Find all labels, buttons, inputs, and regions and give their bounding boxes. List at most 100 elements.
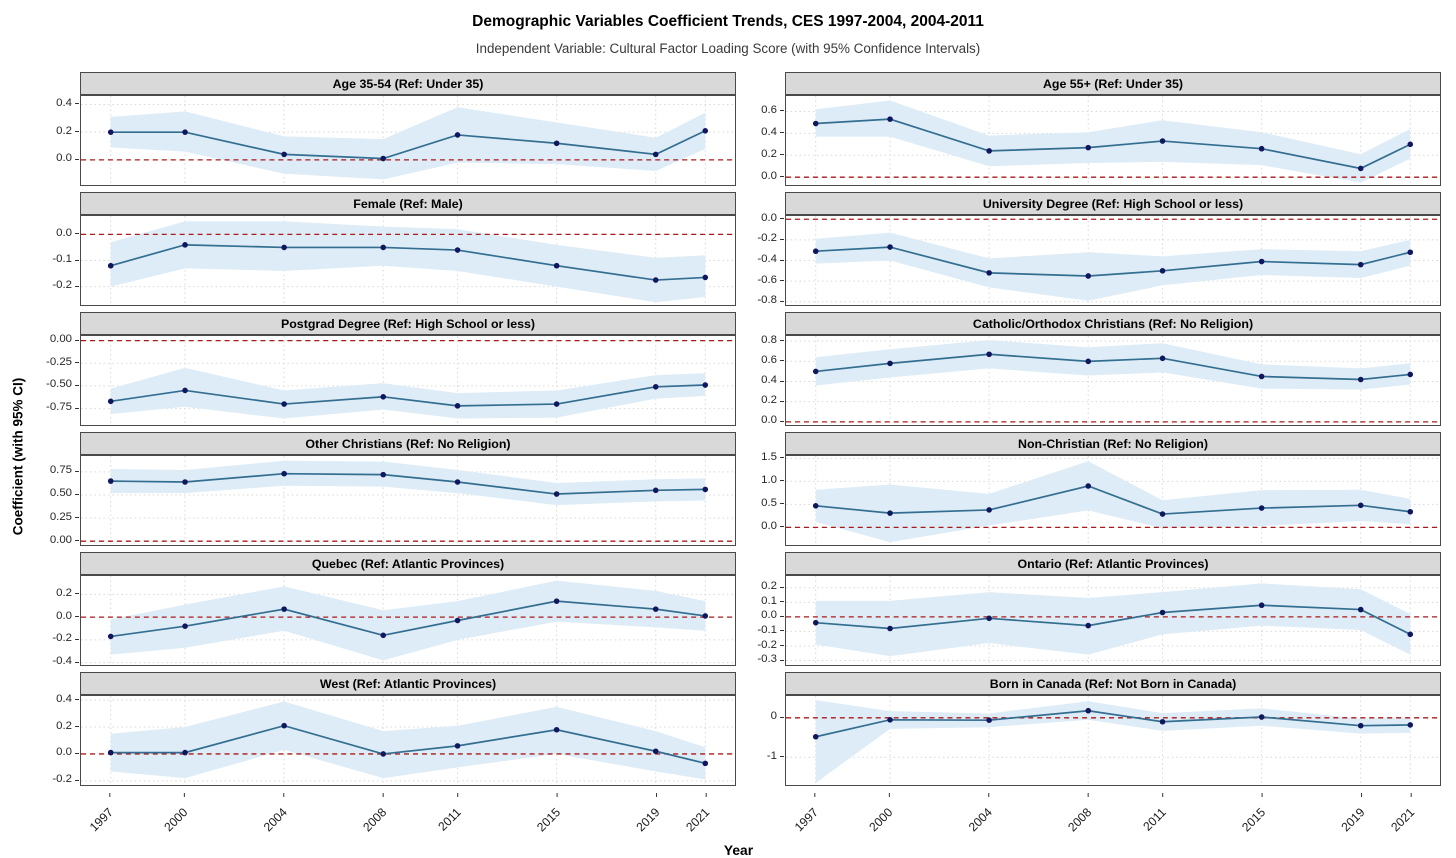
y-tick-label: 0.4 <box>56 96 72 109</box>
y-axis-ticks: 0.0 0.2 0.4 0.6 0.8 <box>741 334 785 427</box>
estimate-point <box>454 403 461 409</box>
estimate-point <box>986 148 992 154</box>
estimate-point <box>380 244 387 251</box>
y-tick-mark <box>780 630 784 632</box>
y-tick-mark <box>75 779 79 781</box>
y-tick-label: 0.0 <box>56 226 72 239</box>
estimate-point <box>812 733 819 740</box>
y-tick-label: 0 <box>770 710 777 723</box>
confidence-band <box>815 461 1411 543</box>
panel-strip: Non-Christian (Ref: No Religion) <box>785 432 1441 455</box>
facet-panel: West (Ref: Atlantic Provinces) -0.2 0.0 0.… <box>36 672 736 786</box>
x-axis-labels: 1997 2000 2004 2008 2011 2015 2019 2021 <box>87 793 712 834</box>
estimate-point <box>281 151 287 158</box>
facet-panel: Ontario (Ref: Atlantic Provinces) -0.3 -0… <box>741 552 1441 666</box>
estimate-point <box>1258 714 1265 720</box>
y-axis-ticks: -0.8 -0.6 -0.4 -0.2 0.0 <box>741 212 785 306</box>
estimate-point <box>1159 609 1166 616</box>
estimate-point <box>107 478 114 484</box>
estimate-point <box>986 507 992 513</box>
estimate-point <box>702 613 709 619</box>
estimate-point <box>1357 722 1364 729</box>
y-tick-mark <box>780 218 784 220</box>
estimate-point <box>1159 718 1166 725</box>
y-tick-label: 0.0 <box>761 609 777 622</box>
estimate-point <box>887 244 893 250</box>
estimate-point <box>887 625 893 632</box>
x-tick-label: 2019 <box>634 805 663 834</box>
y-tick-mark <box>780 615 784 617</box>
y-axis-ticks: -0.2 -0.1 0.0 <box>36 215 80 306</box>
x-tick-label: 2021 <box>683 805 712 834</box>
y-tick-label: 0.0 <box>56 746 72 759</box>
panel-body: -1 0 <box>741 695 1441 786</box>
y-tick-label: 0.4 <box>761 374 777 386</box>
y-tick-mark <box>75 661 79 663</box>
estimate-line <box>110 384 706 407</box>
estimate-line <box>815 709 1411 738</box>
estimate-point <box>182 479 188 485</box>
estimate-point <box>812 368 819 375</box>
estimate-point <box>454 743 461 749</box>
estimate-line <box>815 353 1411 381</box>
y-tick-mark <box>780 420 784 422</box>
estimate-point <box>812 502 819 509</box>
y-tick-mark <box>780 526 784 528</box>
estimate-point <box>281 401 287 407</box>
panel-strip: Postgrad Degree (Ref: High School or les… <box>80 312 736 335</box>
estimate-point <box>454 479 461 485</box>
estimate-point <box>986 615 992 622</box>
y-tick-label: 0.2 <box>761 147 777 160</box>
estimate-point <box>986 351 992 358</box>
y-tick-label: 0.0 <box>761 414 777 427</box>
x-tick-label: 2000 <box>866 805 895 834</box>
estimate-point <box>281 722 287 729</box>
estimate-point <box>986 270 992 276</box>
y-tick-mark <box>780 259 784 261</box>
y-tick-mark <box>780 154 784 156</box>
panel-plot <box>785 215 1441 306</box>
estimate-point <box>107 262 114 269</box>
y-tick-mark <box>780 110 784 112</box>
y-axis-ticks: 0.0 0.2 0.4 <box>36 95 80 186</box>
estimate-point <box>887 510 893 516</box>
confidence-band <box>815 583 1411 657</box>
estimate-point <box>1407 141 1414 148</box>
estimate-point <box>652 487 659 494</box>
y-tick-label: -0.2 <box>757 232 777 245</box>
y-tick-mark <box>780 340 784 342</box>
estimate-point <box>553 140 560 147</box>
estimate-point <box>1407 631 1414 638</box>
confidence-band <box>815 100 1411 183</box>
panel-body: -0.75 -0.50 -0.25 0.00 <box>36 333 736 426</box>
y-tick-mark <box>75 131 79 133</box>
estimate-point <box>1357 606 1364 613</box>
estimate-point <box>1085 483 1092 489</box>
y-tick-mark <box>75 540 79 542</box>
y-tick-mark <box>780 176 784 178</box>
y-tick-mark <box>780 586 784 588</box>
y-tick-mark <box>75 470 79 472</box>
panel-plot <box>80 695 736 786</box>
estimate-line <box>110 243 706 281</box>
y-tick-mark <box>780 300 784 302</box>
estimate-line <box>815 118 1411 170</box>
estimate-point <box>182 242 188 248</box>
chart-subtitle: Independent Variable: Cultural Factor Lo… <box>475 41 981 56</box>
confidence-band <box>110 221 706 303</box>
y-tick-label: 0.75 <box>49 464 72 477</box>
estimate-point <box>1085 707 1092 714</box>
estimate-line <box>110 472 706 495</box>
x-tick-label: 2008 <box>1065 805 1094 834</box>
y-tick-label: 0.0 <box>761 519 777 532</box>
facet-panel: Quebec (Ref: Atlantic Provinces) -0.4 -0.… <box>36 552 736 667</box>
y-tick-label: -1 <box>766 749 777 762</box>
estimate-point <box>1258 145 1265 152</box>
y-tick-mark <box>75 233 79 235</box>
facet-panel: Born in Canada (Ref: Not Born in Canada)… <box>741 672 1441 786</box>
y-tick-label: 0.2 <box>56 586 72 599</box>
panel-body: -0.8 -0.6 -0.4 -0.2 0.0 <box>741 212 1441 306</box>
y-tick-mark <box>75 638 79 640</box>
panel-plot <box>785 695 1441 786</box>
estimate-point <box>107 633 114 640</box>
